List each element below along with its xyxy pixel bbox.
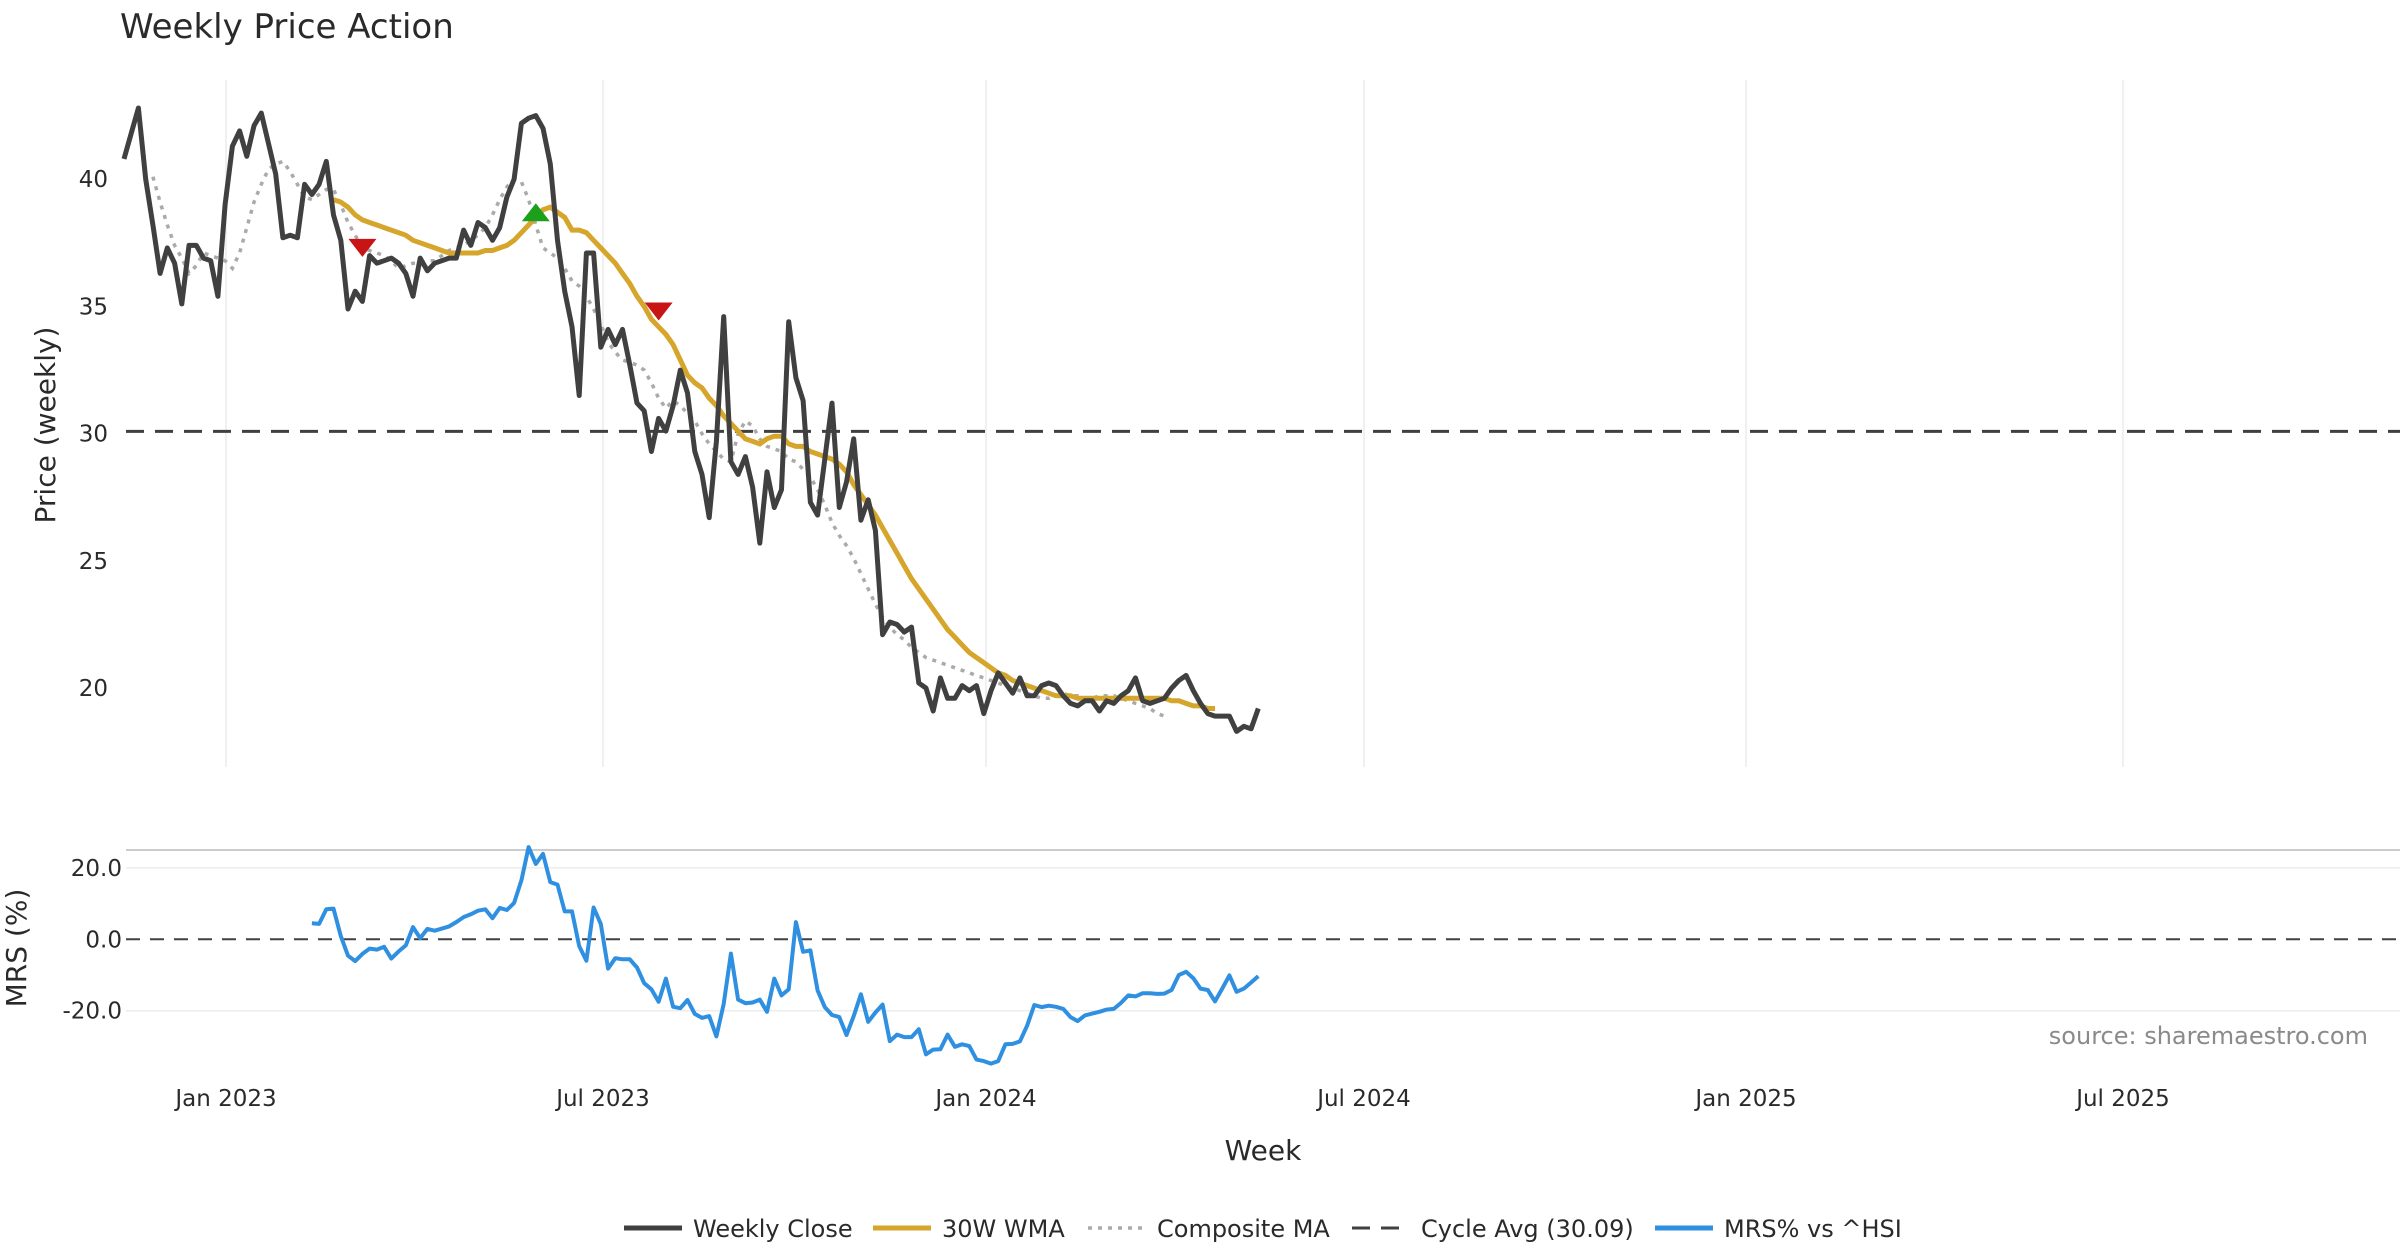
x-tick-0: Jan 2023 (173, 1086, 276, 1112)
legend-label-wma: 30W WMA (942, 1215, 1065, 1243)
legend-label-mrs: MRS% vs ^HSI (1724, 1215, 1902, 1243)
legend-item-composite: Composite MA (1088, 1215, 1330, 1243)
price-y-ticks: 20 25 30 35 40 (79, 167, 108, 702)
legend-item-cycle: Cycle Avg (30.09) (1352, 1215, 1634, 1243)
composite-ma-line (151, 159, 1165, 718)
price-y-tick-1: 25 (79, 549, 108, 575)
signal-buy-1 (521, 203, 550, 222)
chart-title: Weekly Price Action (120, 7, 454, 47)
signal-sell-0 (348, 238, 377, 257)
x-tick-1: Jul 2023 (554, 1086, 650, 1112)
signal-sell-2 (644, 302, 673, 321)
legend: Weekly Close 30W WMA Composite MA Cycle … (624, 1215, 1902, 1243)
legend-item-weekly-close: Weekly Close (624, 1215, 853, 1243)
price-y-tick-0: 20 (79, 676, 108, 702)
legend-label-composite: Composite MA (1157, 1215, 1330, 1243)
price-y-axis-label: Price (weekly) (29, 327, 62, 524)
price-y-tick-2: 30 (79, 422, 108, 448)
legend-item-mrs: MRS% vs ^HSI (1655, 1215, 1902, 1243)
x-tick-3: Jul 2024 (1315, 1086, 1411, 1112)
x-tick-4: Jan 2025 (1693, 1086, 1796, 1112)
x-ticks: Jan 2023 Jul 2023 Jan 2024 Jul 2024 Jan 2025… (173, 1086, 2169, 1112)
legend-label-weekly-close: Weekly Close (693, 1215, 853, 1243)
mrs-y-ticks: 20.0 0.0 -20.0 (62, 856, 122, 1025)
price-y-tick-3: 35 (79, 294, 108, 320)
mrs-y-tick-0: 20.0 (71, 856, 122, 882)
mrs-y-tick-2: -20.0 (62, 999, 122, 1025)
price-y-tick-4: 40 (79, 167, 108, 193)
mrs-line (311, 845, 1260, 1066)
legend-item-wma: 30W WMA (873, 1215, 1065, 1243)
mrs-y-axis-label: MRS (%) (0, 889, 33, 1008)
weekly-close-line (121, 105, 1261, 734)
x-tick-2: Jan 2024 (933, 1086, 1036, 1112)
source-label: source: sharemaestro.com (2049, 1022, 2368, 1050)
signal-markers (348, 203, 673, 321)
price-grid (225, 80, 2124, 767)
mrs-grid (126, 867, 2400, 1012)
x-tick-5: Jul 2025 (2074, 1086, 2170, 1112)
x-axis-label: Week (1225, 1134, 1302, 1167)
wma-30w-line (332, 197, 1215, 711)
legend-label-cycle: Cycle Avg (30.09) (1421, 1215, 1634, 1243)
mrs-y-tick-1: 0.0 (85, 927, 122, 953)
